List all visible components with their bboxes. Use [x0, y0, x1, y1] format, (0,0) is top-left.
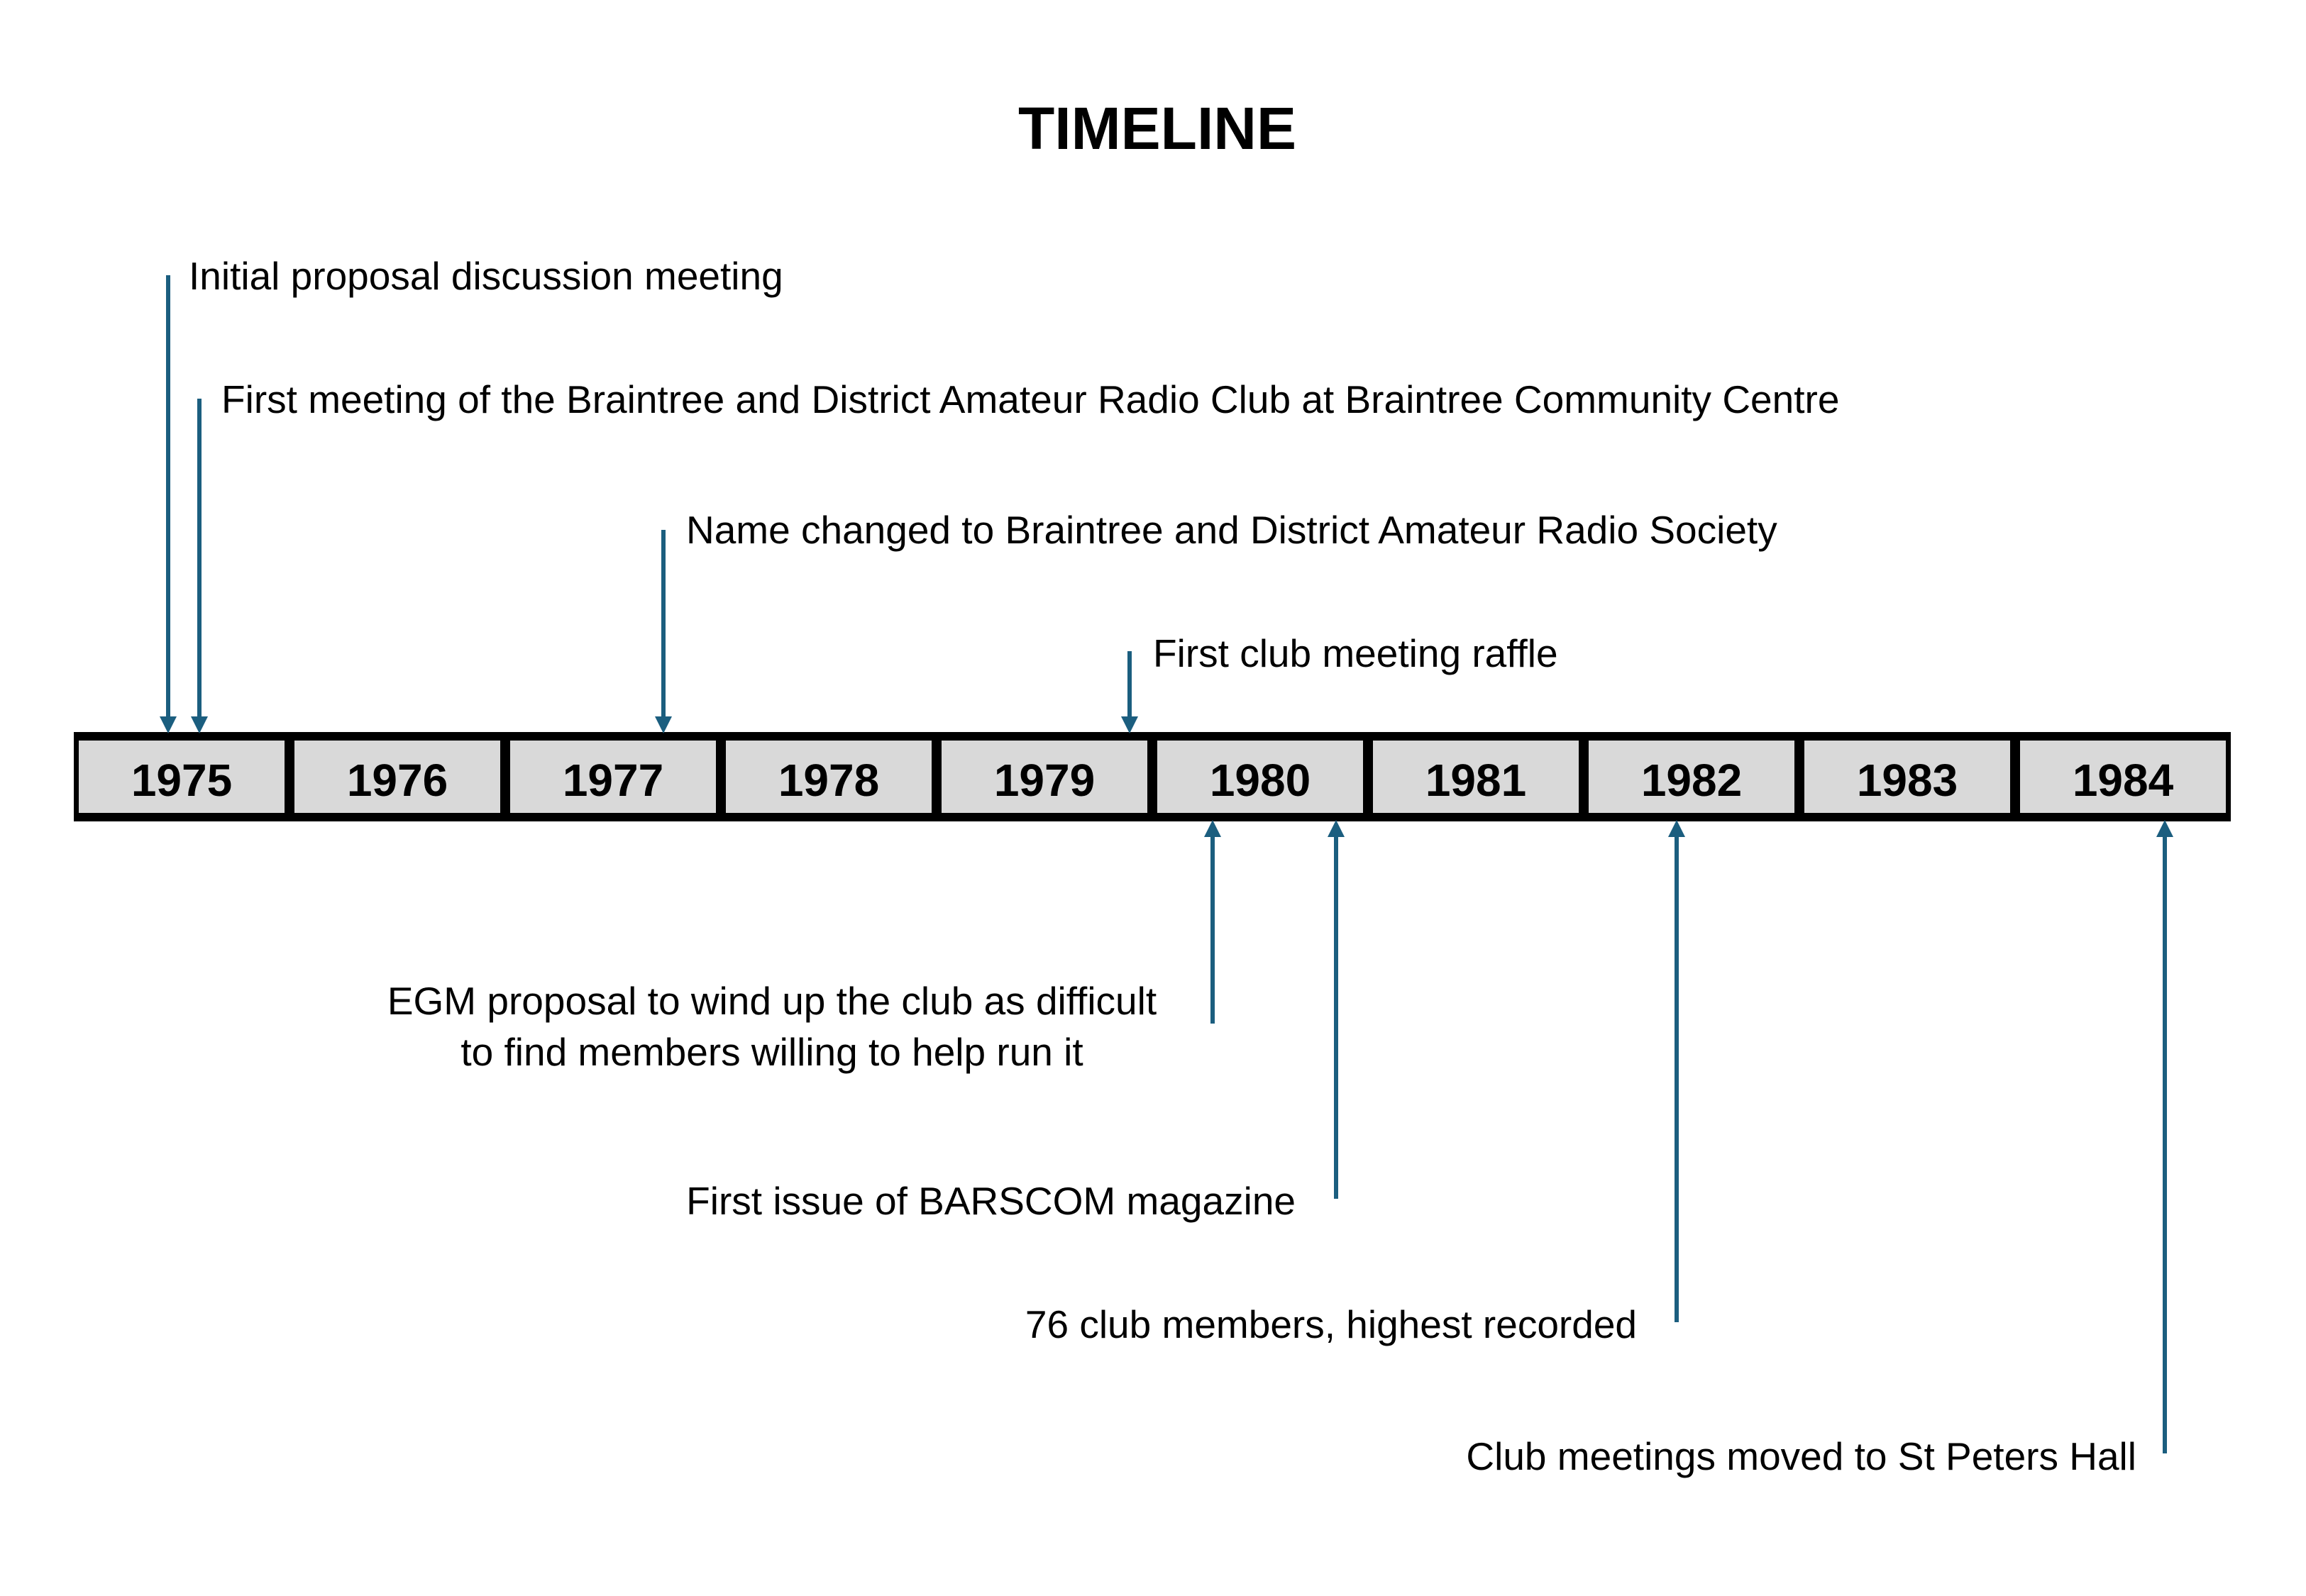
arrow-head-icon	[160, 716, 177, 733]
event-arrow	[1668, 820, 1685, 1322]
event-above: Name changed to Braintree and District A…	[655, 508, 1777, 733]
diagram-title: TIMELINE	[1018, 95, 1296, 162]
arrow-head-icon	[1668, 820, 1685, 837]
event-label: First meeting of the Braintree and Distr…	[221, 377, 1839, 421]
event-label: to find members willing to help run it	[460, 1030, 1083, 1074]
year-cell	[510, 741, 716, 813]
event-below: EGM proposal to wind up the club as diff…	[387, 820, 1221, 1074]
year-cell	[1589, 741, 1794, 813]
year-cell	[942, 741, 1147, 813]
arrow-head-icon	[655, 716, 672, 733]
year-cell	[726, 741, 932, 813]
event-above: Initial proposal discussion meeting	[160, 254, 783, 733]
year-label: 1975	[131, 755, 232, 806]
event-label: EGM proposal to wind up the club as diff…	[387, 979, 1157, 1023]
arrow-head-icon	[191, 716, 208, 733]
year-bar: 1975 1976 1977 1978 1979 1980 1981 1982 1983 1984	[74, 732, 2231, 821]
year-cell	[1804, 741, 2010, 813]
events-above: Initial proposal discussion meeting First…	[160, 254, 1839, 733]
event-label: Club meetings moved to St Peters Hall	[1466, 1434, 2136, 1478]
event-arrow	[2156, 820, 2173, 1453]
event-arrow	[1204, 820, 1221, 1024]
year-label: 1983	[1857, 755, 1958, 806]
event-arrow	[655, 530, 672, 733]
arrow-head-icon	[2156, 820, 2173, 837]
event-arrow	[191, 399, 208, 733]
arrow-head-icon	[1121, 716, 1138, 733]
year-label: 1979	[994, 755, 1095, 806]
year-label: 1984	[2073, 755, 2174, 806]
event-arrow	[160, 275, 177, 733]
year-cell	[79, 741, 285, 813]
events-below: EGM proposal to wind up the club as diff…	[387, 820, 2173, 1478]
year-label: 1982	[1641, 755, 1742, 806]
year-cell	[1157, 741, 1363, 813]
event-arrow	[1328, 820, 1345, 1199]
arrow-head-icon	[1328, 820, 1345, 837]
event-above: First club meeting raffle	[1121, 631, 1558, 733]
event-label: 76 club members, highest recorded	[1025, 1302, 1637, 1346]
event-label: First issue of BARSCOM magazine	[686, 1179, 1296, 1223]
event-arrow	[1121, 651, 1138, 733]
event-below: 76 club members, highest recorded	[1025, 820, 1685, 1346]
year-cell	[294, 741, 500, 813]
year-label: 1980	[1210, 755, 1311, 806]
event-label: Name changed to Braintree and District A…	[686, 508, 1777, 552]
event-below: First issue of BARSCOM magazine	[686, 820, 1345, 1223]
event-above: First meeting of the Braintree and Distr…	[191, 377, 1839, 733]
arrow-head-icon	[1204, 820, 1221, 837]
year-cell	[1373, 741, 1579, 813]
year-label: 1978	[778, 755, 879, 806]
event-label: Initial proposal discussion meeting	[189, 254, 783, 298]
year-label: 1977	[563, 755, 663, 806]
event-label: First club meeting raffle	[1153, 631, 1558, 675]
year-cell	[2020, 741, 2226, 813]
year-label: 1981	[1425, 755, 1526, 806]
event-below: Club meetings moved to St Peters Hall	[1466, 820, 2173, 1478]
year-label: 1976	[347, 755, 448, 806]
